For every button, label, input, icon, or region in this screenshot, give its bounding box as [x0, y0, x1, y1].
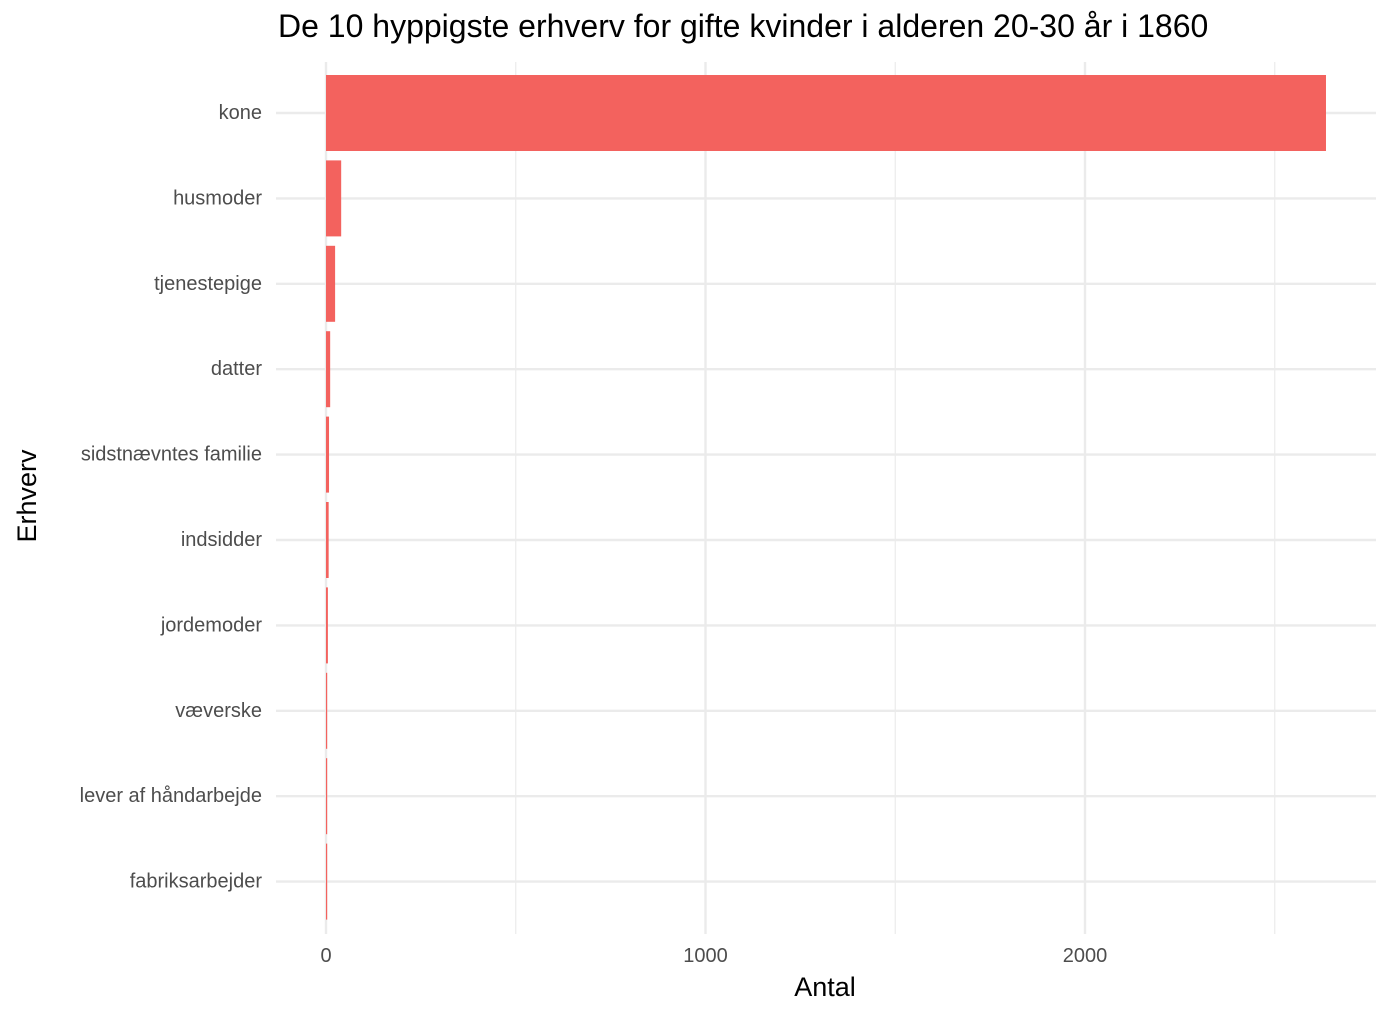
bar: [326, 502, 329, 578]
y-tick-label: sidstnævntes familie: [81, 444, 262, 466]
bar: [326, 160, 342, 237]
grid: [276, 62, 1376, 934]
bar: [326, 416, 330, 493]
y-axis-title: Erhverv: [12, 449, 42, 543]
y-tick-label: tjenestepige: [154, 273, 262, 295]
y-tick-label: kone: [219, 102, 262, 124]
x-tick-labels: 0 1000 2000: [320, 945, 1107, 967]
chart-title: De 10 hyppigste erhverv for gifte kvinde…: [278, 8, 1209, 44]
y-tick-label: jordemoder: [160, 614, 263, 636]
y-tick-label: lever af håndarbejde: [80, 785, 262, 807]
bar: [326, 672, 328, 749]
x-tick-label: 0: [320, 945, 331, 967]
y-tick-labels: kone husmoder tjenestepige datter sidstnævnt…: [80, 102, 263, 893]
x-tick-label: 2000: [1063, 945, 1108, 967]
bar: [326, 587, 328, 664]
x-axis-title: Antal: [794, 972, 856, 1002]
y-tick-label: væverske: [175, 700, 262, 722]
bar: [326, 843, 328, 920]
y-tick-label: indsidder: [181, 529, 263, 551]
bar: [326, 331, 331, 408]
y-tick-label: datter: [211, 358, 262, 380]
bar: [326, 758, 328, 835]
bars: [326, 75, 1326, 920]
bar: [326, 75, 1326, 151]
bar: [326, 245, 336, 322]
y-tick-label: fabriksarbejder: [130, 871, 263, 893]
x-tick-label: 1000: [683, 945, 728, 967]
y-tick-label: husmoder: [173, 187, 262, 209]
